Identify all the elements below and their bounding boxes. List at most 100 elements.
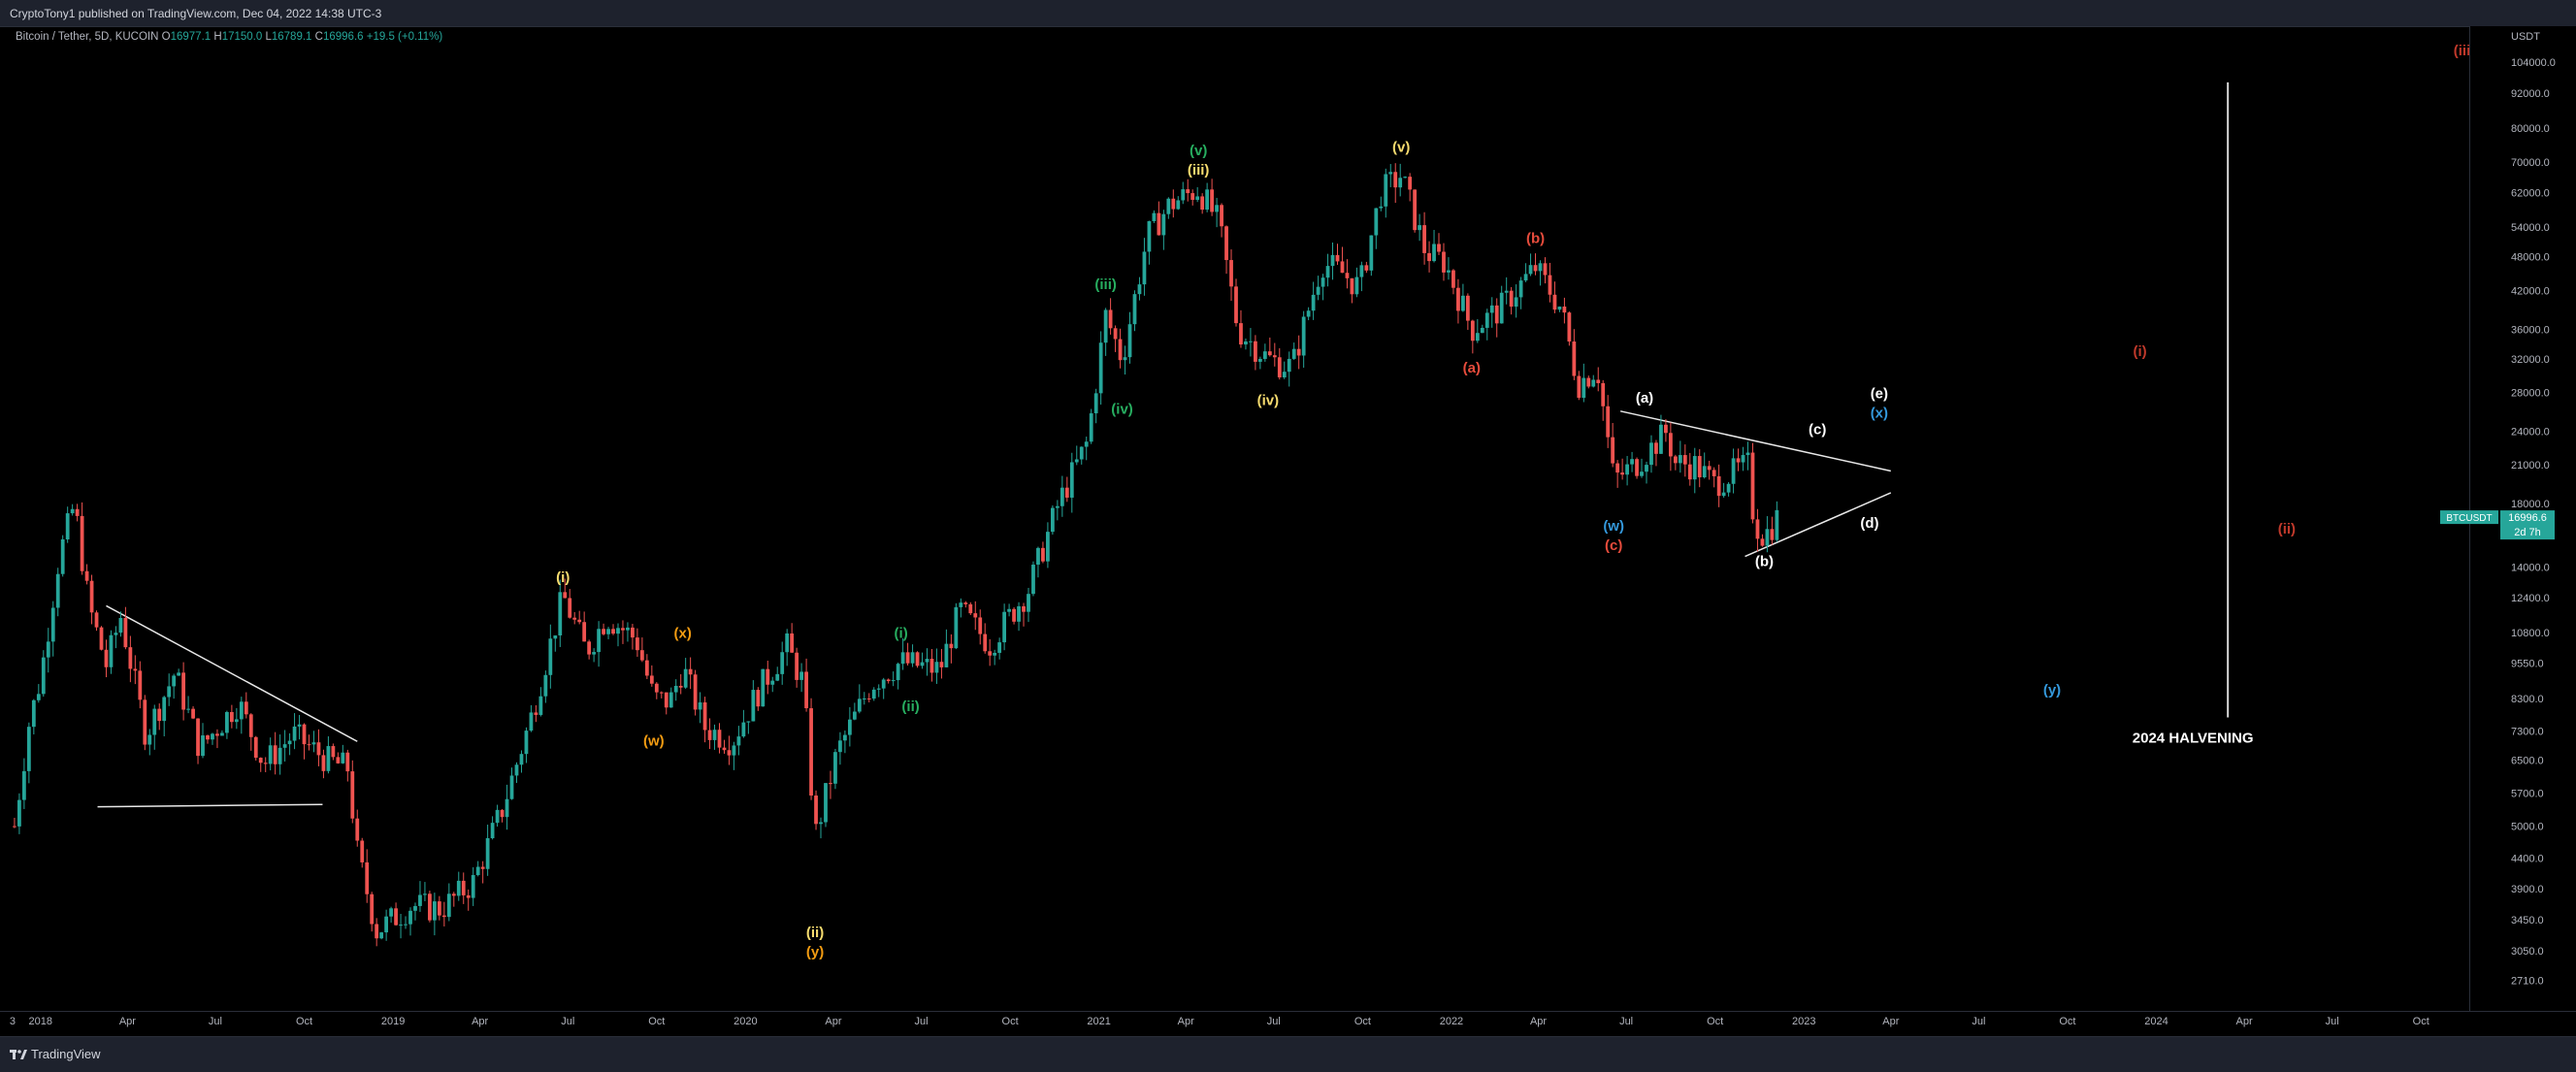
candle-body [287, 740, 292, 745]
time-tick-label: Apr [825, 1016, 841, 1027]
candle-body [123, 618, 128, 648]
candle-body [1707, 466, 1712, 471]
candle-body [639, 650, 644, 661]
candle-body [799, 671, 803, 680]
candle-body [370, 893, 375, 925]
time-tick-label: 2019 [381, 1016, 405, 1027]
candle-body [1287, 358, 1291, 373]
candle-body [1538, 263, 1543, 272]
candle-body [273, 745, 277, 764]
candle-body [1615, 463, 1620, 473]
candle-body [939, 662, 944, 667]
price-tick-label: 18000.0 [2511, 499, 2550, 510]
candle-body [1157, 212, 1161, 236]
candle-body [727, 750, 732, 756]
halvening-label: 2024 HALVENING [2133, 731, 2254, 747]
wave-label: (b) [1526, 231, 1545, 247]
candle-body [1321, 277, 1325, 287]
candle-body [1272, 355, 1277, 358]
candle-body [379, 932, 384, 939]
candle-body [1456, 287, 1460, 311]
time-tick-label: Jul [209, 1016, 222, 1027]
candle-body [21, 770, 26, 800]
candle-body [206, 735, 210, 740]
candle-body [1359, 265, 1364, 277]
candle-body [456, 880, 461, 896]
candle-body [1557, 306, 1562, 310]
wave-label: (i) [556, 569, 570, 586]
candle-body [1074, 459, 1079, 463]
candle-body [65, 513, 70, 539]
candle-body [1475, 333, 1480, 341]
candle-body [871, 689, 876, 699]
candle-body [495, 809, 500, 824]
candle-body [1325, 266, 1330, 278]
price-axis-unit: USDT [2511, 31, 2540, 43]
candle-body [934, 662, 939, 673]
candle-body [1340, 261, 1345, 274]
wave-label: (a) [1636, 390, 1653, 406]
wave-label: (w) [1603, 518, 1624, 535]
candle-body [712, 730, 717, 740]
tradingview-logo[interactable]: TradingView [10, 1047, 101, 1061]
candle-body [1741, 455, 1745, 463]
candle-body [910, 652, 915, 664]
candle-body [1384, 174, 1388, 207]
candle-body [253, 736, 258, 759]
candle-body [36, 694, 41, 700]
candle-body [365, 861, 370, 894]
candle-body [1664, 424, 1668, 434]
symbol-legend: Bitcoin / Tether, 5D, KUCOIN O16977.1 H1… [16, 31, 442, 43]
candle-body [307, 744, 311, 746]
candle-body [988, 651, 993, 656]
candle-body [350, 771, 355, 819]
candle-body [84, 570, 89, 581]
candle-body [534, 712, 538, 715]
candle-body [1403, 177, 1408, 179]
candle-body [1055, 505, 1060, 508]
candle-body [707, 730, 712, 740]
candle-body [248, 714, 253, 737]
candle-body [925, 659, 929, 663]
candle-body [1393, 172, 1398, 188]
candle-body [963, 602, 968, 604]
candle-body [196, 718, 200, 757]
candle-body [292, 726, 297, 741]
candle-body [181, 672, 185, 710]
wave-label: (iii) [1188, 162, 1210, 179]
price-tick-label: 62000.0 [2511, 187, 2550, 199]
candle-body [1572, 341, 1577, 376]
candle-body [519, 754, 524, 765]
candle-body [1060, 487, 1064, 506]
candle-body [1716, 475, 1721, 497]
candle-body [413, 905, 417, 911]
candle-body [31, 699, 36, 728]
candle-body [75, 508, 80, 516]
candle-body [611, 629, 615, 634]
candle-body [1422, 225, 1426, 253]
candle-body [1031, 565, 1035, 595]
candle-body [1127, 324, 1132, 358]
wave-label: (v) [1392, 140, 1410, 156]
price-tick-label: 3900.0 [2511, 884, 2544, 895]
candle-body [1257, 358, 1262, 362]
candle-body [1528, 265, 1533, 275]
candle-body [766, 668, 770, 685]
price-chart[interactable]: 2024 HALVENING (i) (ii) (y) (x) (w) (i) (ii) (ii… [0, 26, 2576, 1036]
candle-body [592, 652, 597, 655]
time-tick-label: Jul [2326, 1016, 2339, 1027]
time-tick-label: Oct [1354, 1016, 1371, 1027]
candle-body [668, 692, 673, 708]
wave-label: (iv) [1111, 402, 1133, 418]
symbol-name: Bitcoin / Tether, 5D, KUCOIN [16, 31, 159, 43]
candle-body [558, 592, 563, 635]
candle-body [1408, 177, 1413, 190]
candle-body [736, 736, 741, 746]
candle-body [1745, 452, 1750, 456]
candle-body [1022, 605, 1026, 612]
trendline-layer [97, 410, 1892, 808]
candle-body [1726, 483, 1731, 493]
wave-label: (x) [674, 626, 692, 642]
candle-body [114, 633, 118, 635]
footer-bar: TradingView [0, 1036, 2576, 1072]
